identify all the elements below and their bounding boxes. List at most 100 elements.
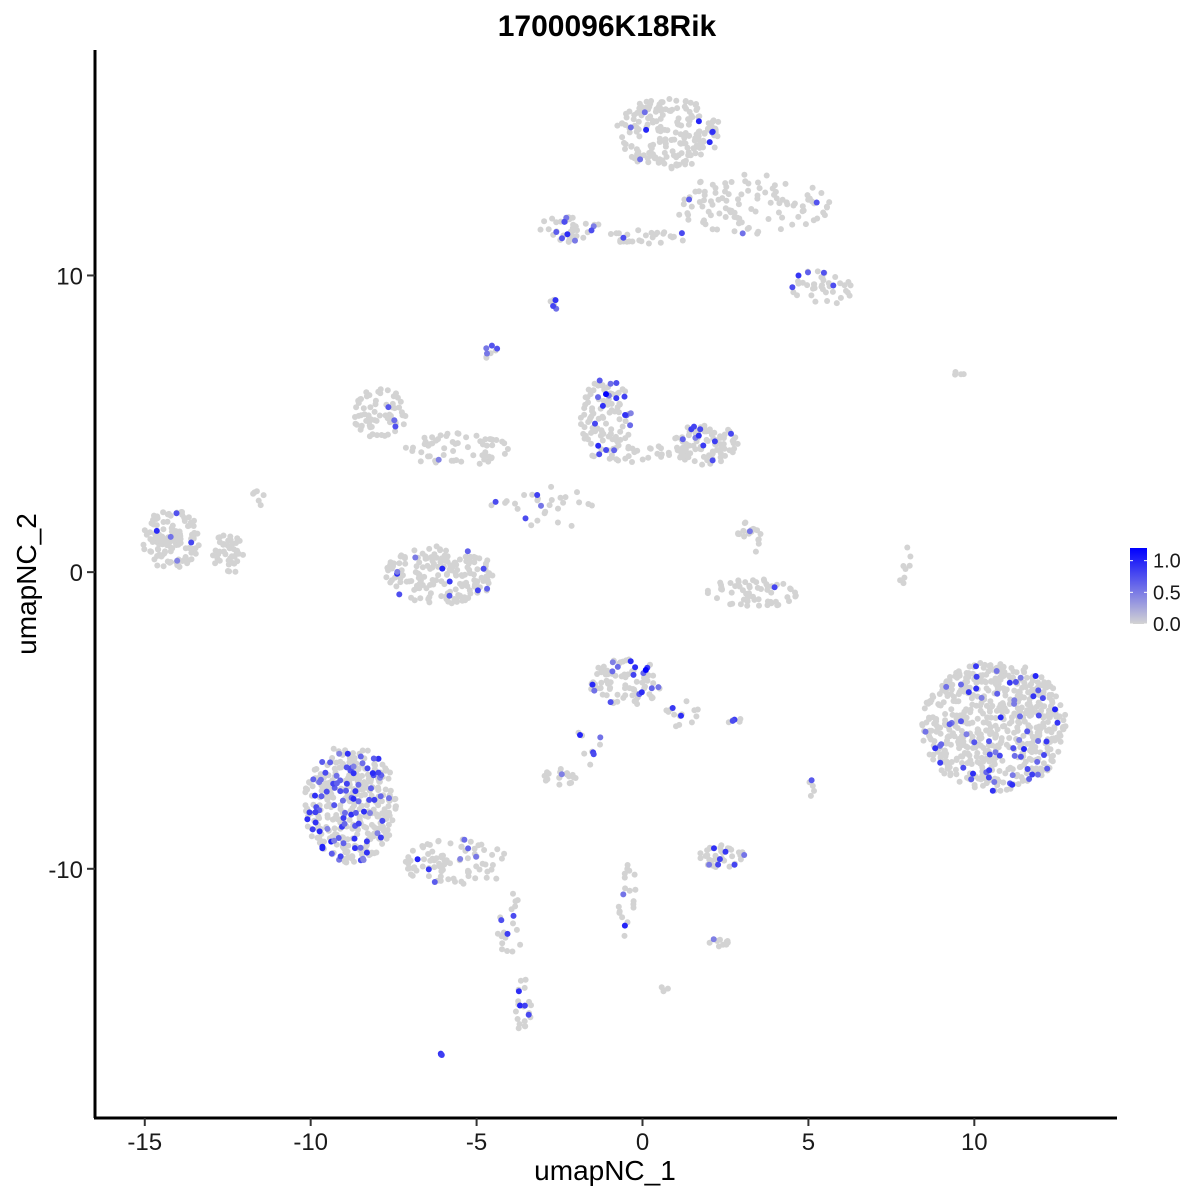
data-point [356,776,363,783]
data-point [355,781,362,788]
data-point [633,678,640,685]
data-point [681,135,688,141]
data-point [655,157,662,164]
data-point [512,903,519,910]
data-point [979,672,986,679]
data-point [437,877,444,884]
data-point [484,350,490,357]
data-point [1021,679,1028,686]
data-point [777,226,784,233]
data-point [953,698,959,705]
data-point [806,195,813,202]
data-point [681,196,688,203]
data-point [722,848,729,855]
data-point [174,557,181,564]
data-point [333,812,340,818]
data-point [560,499,567,506]
data-point [949,711,956,718]
data-point [1002,692,1009,699]
data-point [1053,734,1060,741]
data-point [160,509,167,516]
data-point [1035,738,1042,744]
data-point [959,760,965,766]
data-point [969,701,976,708]
data-point [741,533,748,540]
data-point [964,720,970,727]
data-point [645,240,652,247]
data-point [598,679,605,686]
data-point [706,939,713,946]
data-point [516,1021,523,1028]
data-point [431,879,438,885]
data-point [1040,713,1047,720]
data-point [512,500,518,507]
data-point [411,586,418,593]
data-point [605,433,612,440]
data-point [727,580,734,586]
data-point [968,761,975,767]
data-point [588,429,595,436]
data-point [357,844,364,851]
data-point [458,843,465,850]
data-point [386,795,392,802]
data-point [597,741,603,748]
data-point [650,680,657,687]
data-point [580,234,587,241]
data-point [321,838,327,845]
data-point [470,452,477,459]
data-point [617,428,624,435]
data-point [457,856,464,862]
data-point [970,770,976,777]
data-point [599,437,606,444]
data-point [255,497,262,504]
data-point [673,434,680,441]
data-point [625,445,632,452]
data-point [473,853,480,860]
data-point [706,139,713,146]
data-point [715,943,722,950]
data-point [728,430,734,437]
data-point [677,131,684,138]
data-point [737,601,744,608]
data-point [929,692,936,699]
data-point [326,802,333,808]
data-point [922,728,929,735]
data-point [405,865,411,872]
data-point [630,898,637,905]
data-point [581,411,588,418]
data-point [711,438,718,445]
data-point [960,764,967,771]
data-point [613,380,620,386]
data-point [563,770,570,777]
data-point [790,289,797,296]
data-point [813,199,820,206]
data-point [1056,713,1063,720]
data-point [762,189,769,196]
data-point [697,151,704,158]
data-point [614,691,621,698]
data-point [158,539,165,546]
data-point [514,505,521,512]
data-point [981,661,988,668]
data-point [376,412,383,419]
data-point [646,691,653,698]
data-point [622,141,629,148]
data-point [632,886,639,893]
data-point [597,685,604,691]
data-point [685,149,692,156]
data-point [671,711,678,718]
data-point [482,861,489,868]
data-point [991,779,998,785]
data-point [467,558,474,565]
data-point [989,742,996,749]
data-point [626,887,633,894]
data-point [755,596,762,603]
data-point [441,581,448,588]
data-point [343,780,350,787]
data-point [722,180,729,187]
data-point [665,708,672,715]
data-point [382,786,389,793]
data-point [738,219,745,226]
data-point [616,401,623,408]
data-point [150,516,156,523]
